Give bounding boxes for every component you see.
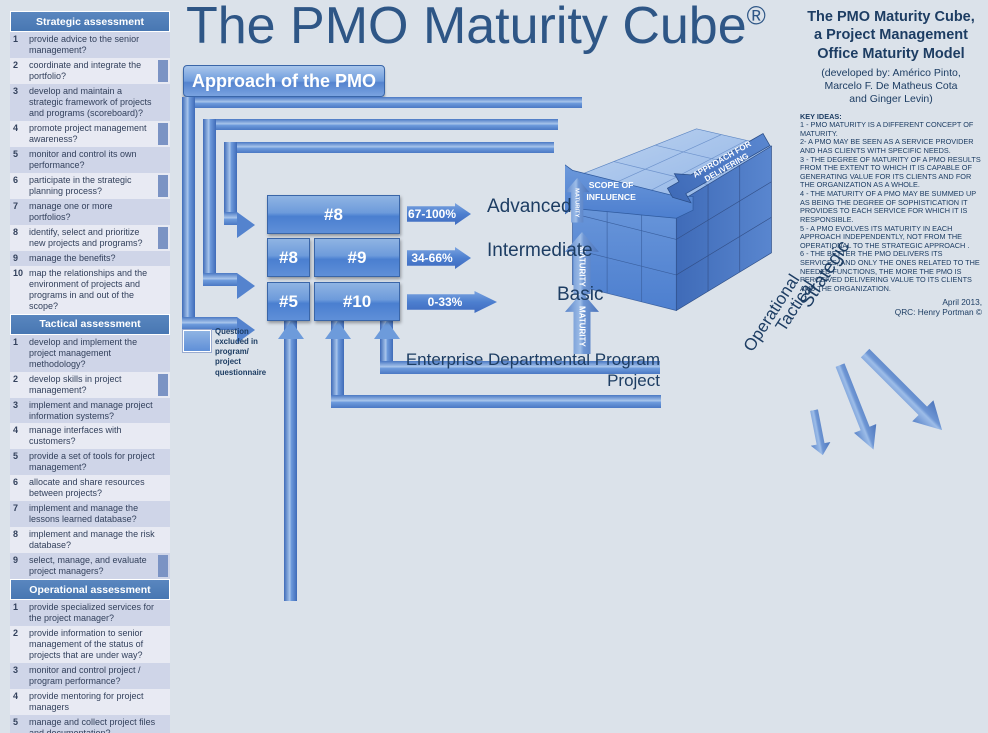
svg-text:INFLUENCE: INFLUENCE (586, 192, 636, 202)
svg-text:SCOPE OF: SCOPE OF (589, 180, 634, 190)
